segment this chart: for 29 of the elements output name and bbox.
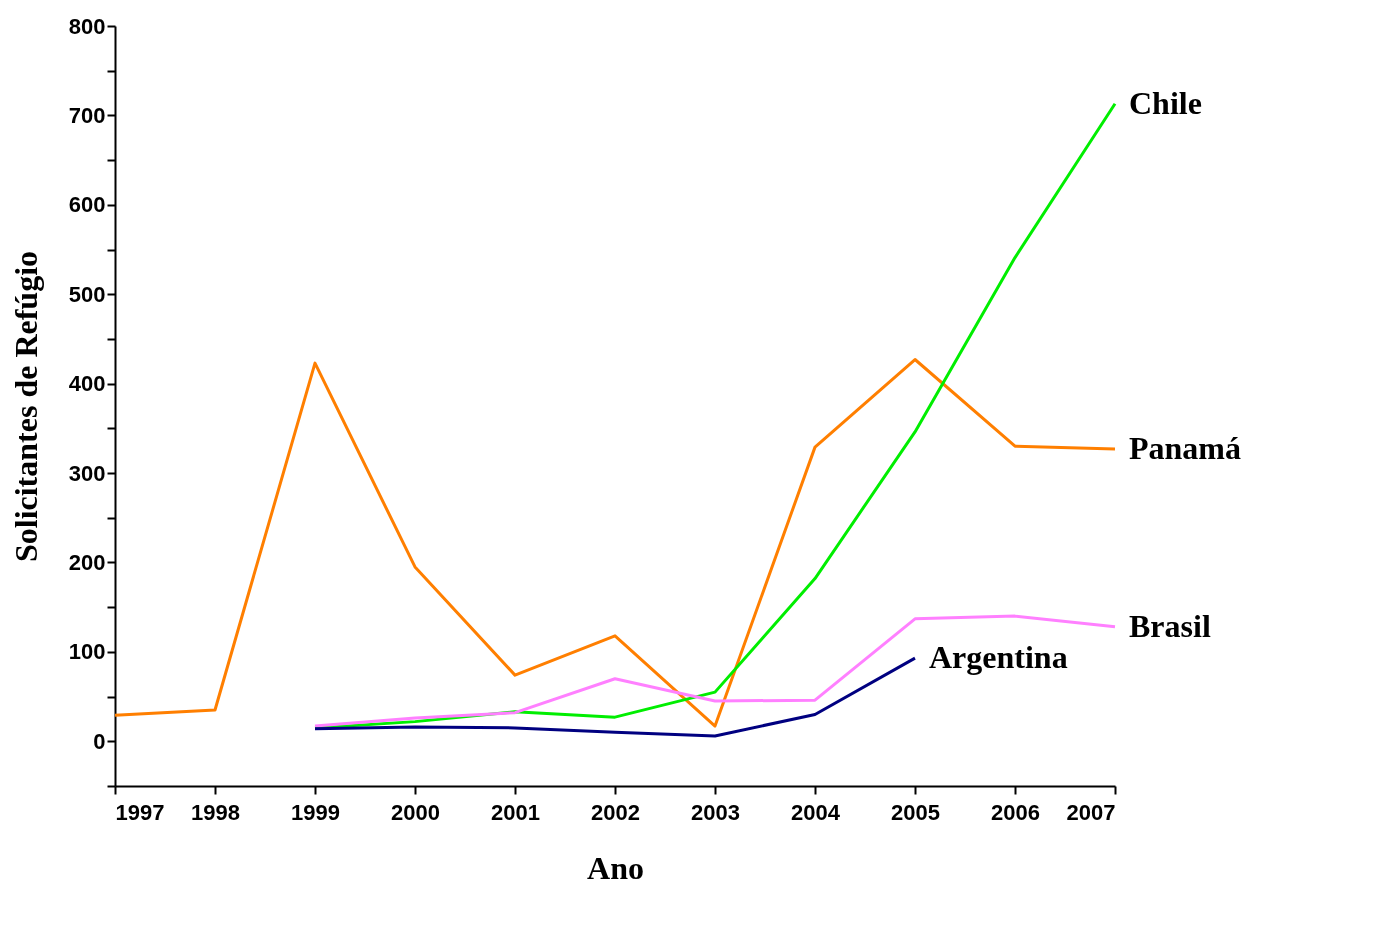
x-tick-label: 2001 (491, 799, 540, 825)
x-tick-label: 2007 (1066, 799, 1116, 825)
x-tick-label: 2005 (891, 799, 940, 825)
x-axis-title: Ano (587, 849, 644, 886)
y-tick-label: 800 (68, 13, 106, 39)
series-label: Argentina (929, 639, 1068, 676)
x-tick-label: 2006 (991, 799, 1040, 825)
y-tick-label: 600 (68, 192, 106, 218)
x-tick-label: 1999 (291, 799, 340, 825)
y-tick-label: 0 (93, 728, 106, 754)
y-tick-label: 100 (68, 639, 106, 665)
y-tick-label: 700 (68, 102, 106, 128)
line-series (313, 614, 1117, 728)
line-series (113, 358, 1117, 728)
series-label: Panamá (1129, 429, 1241, 466)
y-tick-label: 200 (68, 549, 106, 575)
y-tick-label: 400 (68, 371, 106, 397)
series-label: Brasil (1129, 607, 1211, 644)
series-label: Chile (1129, 84, 1202, 121)
line-series (313, 656, 917, 738)
y-axis-title: Solicitantes de Refúgio (7, 250, 44, 563)
x-tick-label: 2003 (691, 799, 740, 825)
x-tick-label: 2002 (591, 799, 640, 825)
x-tick-label: 1997 (115, 799, 165, 825)
x-tick-label: 2004 (791, 799, 841, 825)
y-tick-label: 300 (68, 460, 106, 486)
y-tick-label: 500 (68, 281, 106, 307)
x-tick-label: 2000 (391, 799, 440, 825)
x-tick-label: 1998 (191, 799, 240, 825)
